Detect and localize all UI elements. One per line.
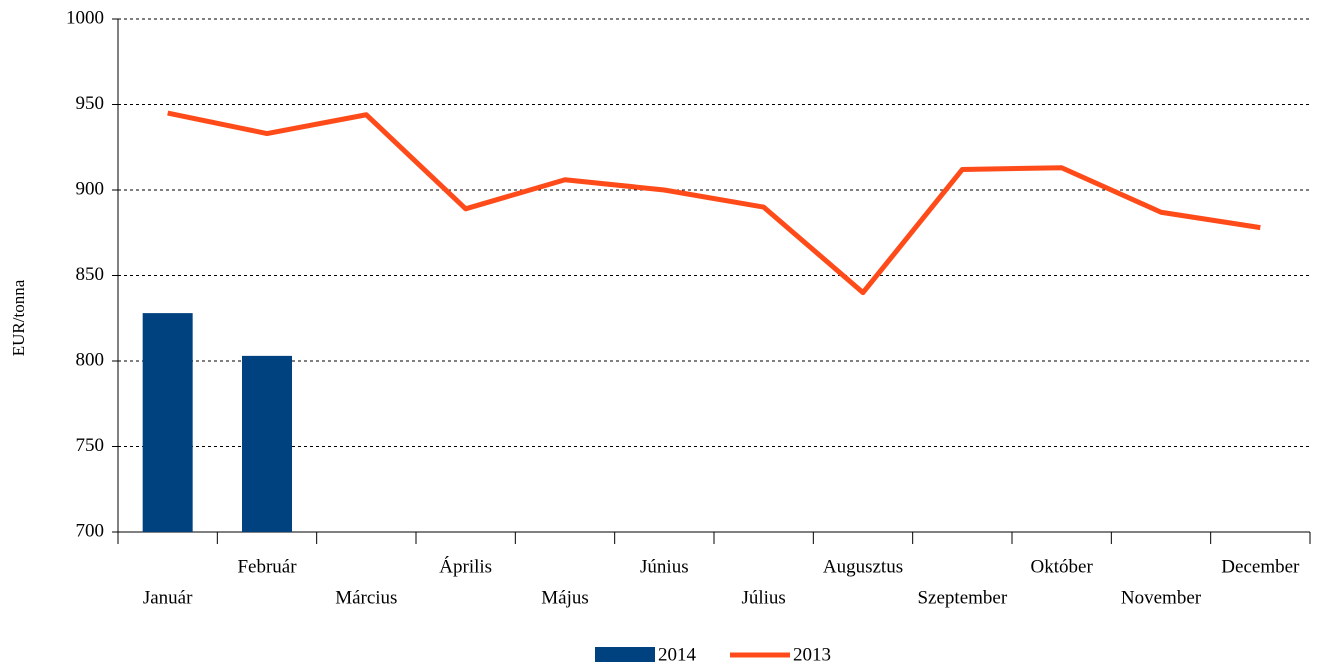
line [167,110,1261,296]
y-axis-label: EUR/tonna [9,279,28,356]
y-tick-label: 1000 [66,7,104,28]
x-tick-label: Október [1031,556,1094,577]
y-tick-label: 800 [76,349,105,370]
x-tick-label: Április [439,555,492,577]
y-tick-label: 850 [76,264,105,285]
y-tick-label: 750 [76,435,105,456]
y-tick-label: 900 [76,178,105,199]
legend-swatch [595,647,655,662]
legend-label: 2013 [793,644,831,665]
x-tick-label: Március [335,587,397,608]
x-tick-label: Május [541,587,589,608]
x-tick-label: Január [143,587,193,608]
x-tick-label: Augusztus [823,556,903,577]
x-tick-label: Június [640,556,689,577]
x-tick-label: Július [741,587,785,608]
x-tick-label: Szeptember [917,587,1007,608]
bar [242,355,292,532]
x-tick-label: December [1221,556,1300,577]
y-tick-label: 700 [76,520,105,541]
y-tick-label: 950 [76,93,105,114]
legend-label: 2014 [658,644,697,665]
x-tick-label: November [1121,587,1202,608]
x-tick-label: Február [237,556,297,577]
bar [142,313,193,532]
